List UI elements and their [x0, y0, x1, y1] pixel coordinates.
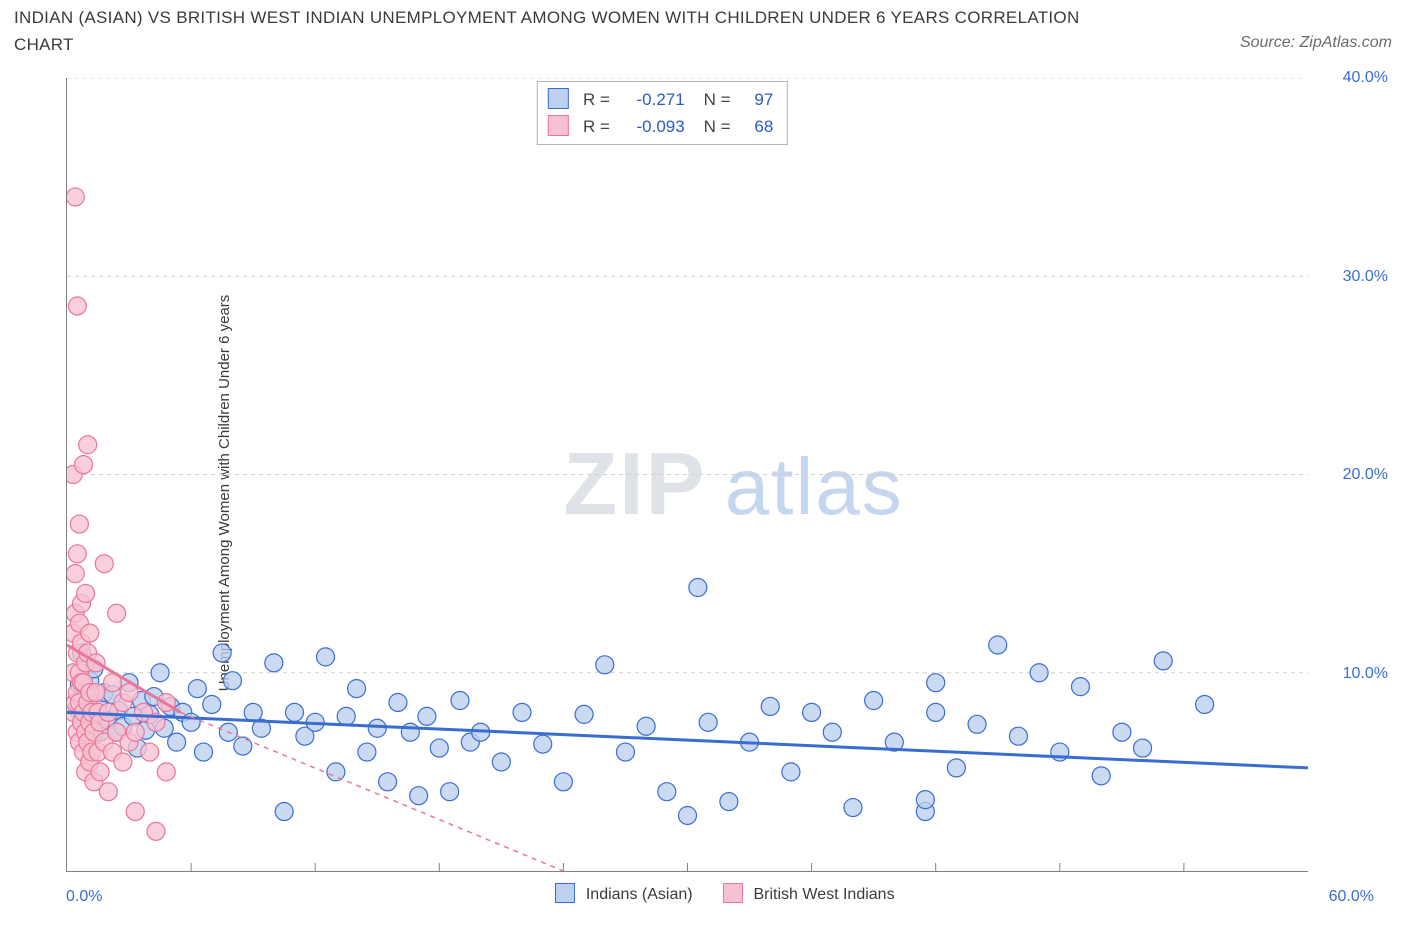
n-label: N = — [704, 90, 731, 109]
blue-series-points — [68, 579, 1213, 825]
svg-text:ZIP: ZIP — [563, 434, 706, 533]
watermark: ZIPatlas — [563, 434, 903, 533]
chart-area: Unemployment Among Women with Children U… — [32, 78, 1392, 908]
y-tick-label: 20.0% — [1343, 466, 1388, 484]
y-axis-right-labels: 10.0%20.0%30.0%40.0% — [1312, 78, 1392, 872]
pink-series-points — [67, 188, 175, 840]
chart-header: INDIAN (ASIAN) VS BRITISH WEST INDIAN UN… — [14, 4, 1392, 64]
r-label: R = — [583, 117, 610, 136]
legend-row-pink: R = -0.093 N = 68 — [547, 113, 773, 140]
svg-text:atlas: atlas — [725, 442, 904, 531]
gridlines — [67, 78, 1308, 673]
trendlines — [67, 645, 1308, 871]
legend-row-blue: R = -0.271 N = 97 — [547, 86, 773, 113]
legend-swatch-pink — [547, 115, 568, 136]
y-tick-label: 10.0% — [1343, 665, 1388, 683]
r-value-blue: -0.271 — [615, 86, 685, 113]
series-legend: Indians (Asian) British West Indians — [32, 883, 1392, 904]
legend-swatch-blue — [547, 88, 568, 109]
series-swatch-pink — [723, 883, 743, 903]
r-label: R = — [583, 90, 610, 109]
r-value-pink: -0.093 — [615, 113, 685, 140]
n-value-blue: 97 — [735, 86, 773, 113]
y-tick-label: 40.0% — [1343, 69, 1388, 87]
x-ticks — [191, 863, 1184, 871]
plot-area: ZIPatlas R = -0.271 N = 97 R = -0.093 — [66, 78, 1308, 872]
n-value-pink: 68 — [735, 113, 773, 140]
n-label: N = — [704, 117, 731, 136]
series-swatch-blue — [555, 883, 575, 903]
chart-title: INDIAN (ASIAN) VS BRITISH WEST INDIAN UN… — [14, 4, 1114, 58]
source-label: Source: ZipAtlas.com — [1240, 34, 1392, 52]
correlation-legend: R = -0.271 N = 97 R = -0.093 N = 68 — [536, 81, 788, 145]
series-label-pink: British West Indians — [753, 886, 894, 903]
plot-svg: ZIPatlas — [67, 78, 1308, 871]
y-tick-label: 30.0% — [1343, 268, 1388, 286]
series-label-blue: Indians (Asian) — [586, 886, 693, 903]
